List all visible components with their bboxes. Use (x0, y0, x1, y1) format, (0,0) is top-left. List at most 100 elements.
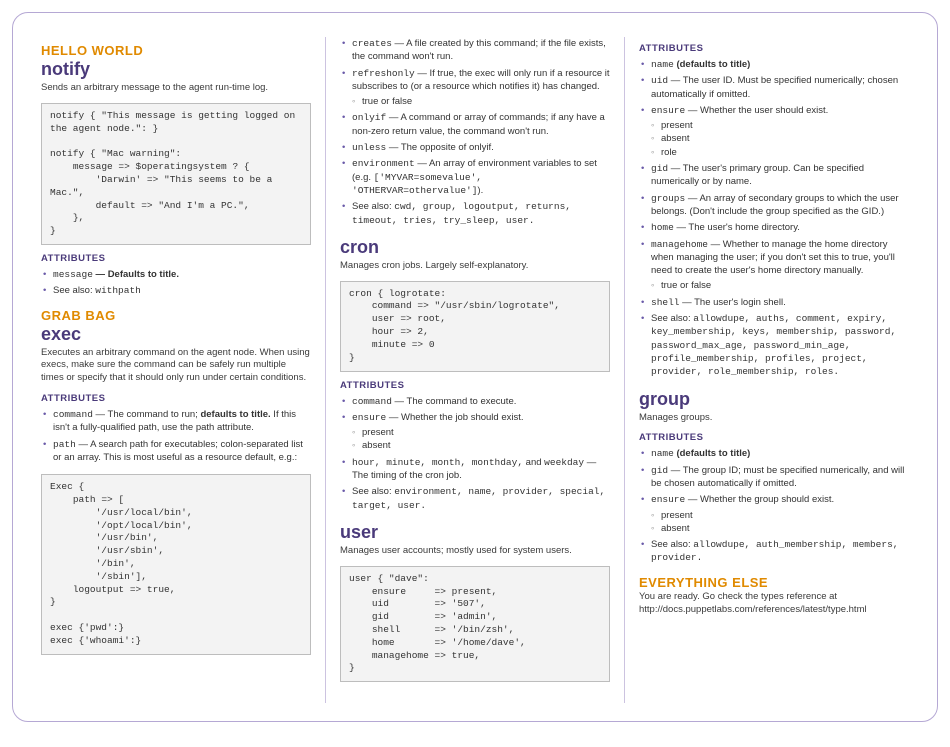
seealso-prefix: See also: (352, 201, 394, 212)
attr-text: — The user's login shell. (680, 297, 786, 308)
attr-name: creates (352, 38, 392, 49)
attr-name: message (53, 269, 93, 280)
attr-nm: name (651, 448, 674, 459)
attr-nm: uid (651, 75, 668, 86)
sub-present: present (352, 426, 610, 439)
attr-text: — Whether the user should exist. (685, 105, 828, 116)
attr-nm: gid (651, 163, 668, 174)
attr-home: home — The user's home directory. (639, 221, 909, 234)
attr-seealso: See also: withpath (41, 284, 311, 297)
columns: HELLO WORLD notify Sends an arbitrary me… (27, 37, 923, 703)
group-attrs-list: name (defaults to title) gid — The group… (639, 447, 909, 564)
attr-name: environment (352, 158, 415, 169)
seealso-prefix: See also: (352, 486, 394, 497)
attr-name: ensure (352, 412, 386, 423)
exec-desc: Executes an arbitrary command on the age… (41, 347, 311, 385)
sub-list: present absent role (651, 119, 909, 159)
sub-list: true or false (352, 95, 610, 108)
exec-code: Exec { path => [ '/usr/local/bin', '/opt… (41, 474, 311, 655)
section-grab-bag: GRAB BAG (41, 308, 311, 323)
attr-managehome: managehome — Whether to manage the home … (639, 238, 909, 293)
attr-seealso: See also: cwd, group, logoutput, returns… (340, 200, 610, 227)
column-1: HELLO WORLD notify Sends an arbitrary me… (27, 37, 325, 703)
cron-attrs-heading: ATTRIBUTES (340, 380, 610, 391)
attr-text: — The user ID. Must be specified numeric… (651, 75, 898, 99)
seealso-prefix: See also: (53, 285, 95, 296)
group-attrs-heading: ATTRIBUTES (639, 432, 909, 443)
attr-name: command (352, 396, 392, 407)
resource-group: group (639, 389, 909, 410)
attr-command: command — The command to execute. (340, 395, 610, 408)
attr-name: name (defaults to title) (639, 58, 909, 71)
attr-name: unless (352, 142, 386, 153)
column-3: ATTRIBUTES name (defaults to title) uid … (624, 37, 923, 703)
attr-gid: gid — The user's primary group. Can be s… (639, 162, 909, 189)
section-hello-world: HELLO WORLD (41, 43, 311, 58)
attr-text: — An array of secondary groups to which … (651, 193, 899, 217)
seealso-prefix: See also: (651, 539, 693, 550)
sub-list: present absent (352, 426, 610, 453)
cron-attrs-list: command — The command to execute. ensure… (340, 395, 610, 512)
attr-name: command (53, 409, 93, 420)
seealso-prefix: See also: (651, 313, 693, 324)
attr-seealso: See also: allowdupe, auth_membership, me… (639, 538, 909, 565)
attr-bold: (defaults to title) (674, 448, 751, 459)
notify-attrs-list: message — Defaults to title. See also: w… (41, 268, 311, 298)
group-desc: Manages groups. (639, 412, 909, 425)
everything-text: You are ready. Go check the types refere… (639, 591, 909, 617)
attr-command: command — The command to run; defaults t… (41, 408, 311, 435)
attr-nm: gid (651, 465, 668, 476)
notify-attrs-heading: ATTRIBUTES (41, 253, 311, 264)
attr-nm: ensure (651, 105, 685, 116)
section-everything-else: EVERYTHING ELSE (639, 575, 909, 590)
attr-uid: uid — The user ID. Must be specified num… (639, 74, 909, 101)
exec-attrs-cont: creates — A file created by this command… (340, 37, 610, 227)
attr-text: — Whether the job should exist. (386, 412, 523, 423)
sub-tf: true or false (352, 95, 610, 108)
sub-role: role (651, 146, 909, 159)
attr-bold: defaults to title. (200, 409, 270, 420)
attr-text: — Defaults to title. (93, 269, 179, 280)
attr-message: message — Defaults to title. (41, 268, 311, 281)
timing-names: hour, minute, month, monthday, (352, 457, 523, 468)
user-desc: Manages user accounts; mostly used for s… (340, 545, 610, 558)
sub-present: present (651, 119, 909, 132)
column-2: creates — A file created by this command… (325, 37, 624, 703)
user-code: user { "dave": ensure => present, uid =>… (340, 566, 610, 683)
attr-onlyif: onlyif — A command or array of commands;… (340, 111, 610, 138)
attr-nm: managehome (651, 239, 708, 250)
sub-present: present (651, 509, 909, 522)
cron-desc: Manages cron jobs. Largely self-explanat… (340, 260, 610, 273)
attr-nm: home (651, 222, 674, 233)
attr-nm: shell (651, 297, 680, 308)
attr-text: — A command or array of commands; if any… (352, 112, 605, 136)
attr-environment: environment — An array of environment va… (340, 157, 610, 197)
sub-absent: absent (651, 132, 909, 145)
cron-code: cron { logrotate: command => "/usr/sbin/… (340, 281, 610, 372)
sub-absent: absent (651, 522, 909, 535)
notify-code: notify { "This message is getting logged… (41, 103, 311, 245)
attr-ensure: ensure — Whether the user should exist. … (639, 104, 909, 159)
attr-refreshonly: refreshonly — If true, the exec will onl… (340, 67, 610, 109)
attr-nm: name (651, 59, 674, 70)
attr-name: path (53, 439, 76, 450)
attr-text: — The command to execute. (392, 396, 516, 407)
sub-absent: absent (352, 439, 610, 452)
attr-name: onlyif (352, 112, 386, 123)
attr-creates: creates — A file created by this command… (340, 37, 610, 64)
attr-seealso: See also: environment, name, provider, s… (340, 485, 610, 512)
attr-text: — The group ID; must be specified numeri… (651, 465, 904, 489)
sub-list: present absent (651, 509, 909, 536)
attr-bold: (defaults to title) (674, 59, 751, 70)
user-attrs-heading: ATTRIBUTES (639, 43, 909, 54)
attr-text: — The user's home directory. (674, 222, 800, 233)
attr-text: — A search path for executables; colon-s… (53, 439, 303, 463)
sub-tf: true or false (651, 279, 909, 292)
attr-gid: gid — The group ID; must be specified nu… (639, 464, 909, 491)
exec-attrs-heading: ATTRIBUTES (41, 393, 311, 404)
resource-user: user (340, 522, 610, 543)
attr-nm: ensure (651, 494, 685, 505)
resource-notify: notify (41, 59, 311, 80)
attr-groups: groups — An array of secondary groups to… (639, 192, 909, 219)
attr-unless: unless — The opposite of onlyif. (340, 141, 610, 154)
